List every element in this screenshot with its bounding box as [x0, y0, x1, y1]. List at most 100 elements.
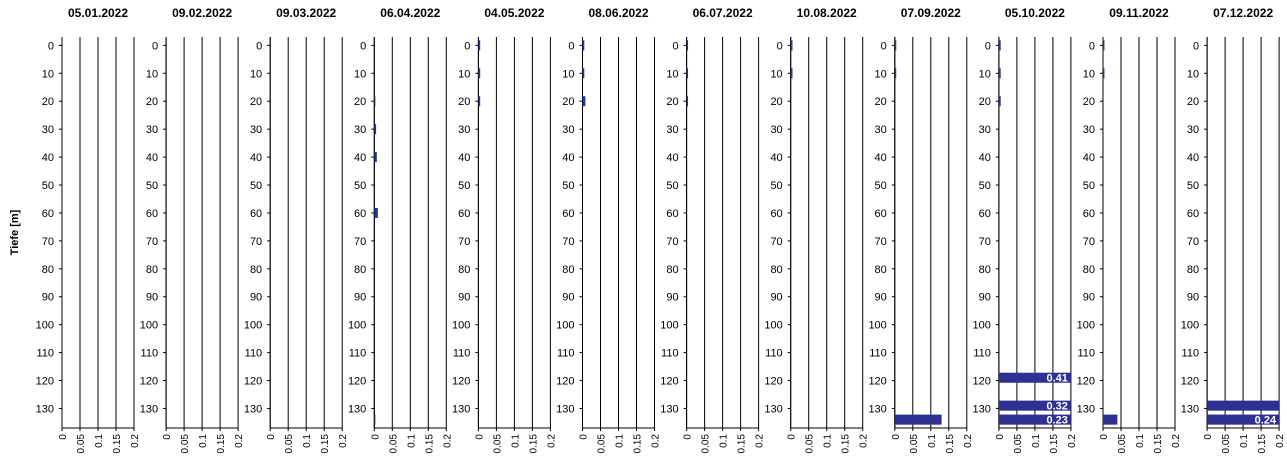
y-tick-label: 20 — [1083, 96, 1095, 108]
y-tick-label: 60 — [354, 208, 366, 220]
x-tick-label: 0.15 — [737, 434, 748, 454]
y-tick-label: 60 — [458, 208, 470, 220]
y-tick-label: 120 — [1077, 376, 1095, 388]
y-tick-label: 90 — [146, 292, 158, 304]
bars — [1103, 40, 1118, 425]
bar — [478, 68, 481, 79]
y-tick-label: 90 — [666, 292, 678, 304]
y-tick-label: 90 — [458, 292, 470, 304]
y-tick-label: 110 — [765, 348, 783, 360]
x-tick-label: 0.15 — [945, 434, 956, 454]
x-tick-label: 0 — [1203, 434, 1214, 440]
x-tick-label: 0.1 — [1031, 434, 1042, 448]
y-tick-label: 110 — [1182, 348, 1200, 360]
x-tick-label: 0 — [162, 434, 173, 440]
y-tick-label: 0 — [464, 40, 470, 52]
y-tick-label: 100 — [764, 320, 782, 332]
bar — [1103, 414, 1118, 425]
y-tick-label: 70 — [1083, 236, 1095, 248]
y-tick-label: 70 — [42, 236, 54, 248]
y-tick-label: 80 — [354, 264, 366, 276]
y-tick-label: 0 — [672, 40, 678, 52]
x-tick-label: 0.2 — [859, 434, 870, 448]
y-tick-label: 130 — [868, 403, 886, 415]
bar — [686, 40, 689, 51]
y-tick-label: 50 — [146, 180, 158, 192]
x-tick-label: 0.1 — [510, 434, 521, 448]
value-label: 0.24 — [1255, 415, 1277, 427]
y-tick-label: 20 — [1187, 96, 1199, 108]
y-tick-label: 40 — [146, 152, 158, 164]
x-tick-label: 0.1 — [198, 434, 209, 448]
x-tick-label: 0.15 — [841, 434, 852, 454]
value-label: 0.32 — [1046, 401, 1067, 413]
y-tick-label: 100 — [452, 320, 470, 332]
y-tick-label: 130 — [764, 403, 782, 415]
y-tick-label: 40 — [1187, 152, 1199, 164]
y-tick-label: 130 — [556, 403, 574, 415]
y-tick-label: 10 — [1083, 68, 1095, 80]
bar — [998, 68, 1001, 79]
x-tick-label: 0.2 — [338, 434, 349, 448]
panel: 06.07.2022 0 0.05 0.1 0.15 0.2 0 10 20 30 40 50 60 70… — [660, 6, 765, 453]
y-tick-label: 50 — [979, 180, 991, 192]
y-tick-label: 100 — [1077, 320, 1095, 332]
y-tick-label: 60 — [1083, 208, 1095, 220]
y-tick-label: 130 — [244, 403, 262, 415]
y-tick-label: 70 — [770, 236, 782, 248]
y-tick-label: 120 — [36, 376, 54, 388]
y-tick-label: 20 — [666, 96, 678, 108]
y-tick-label: 80 — [250, 264, 262, 276]
bar — [582, 40, 585, 51]
y-tick-label: 30 — [770, 124, 782, 136]
y-tick-label: 50 — [1083, 180, 1095, 192]
x-tick-label: 0 — [474, 434, 485, 440]
bar — [998, 40, 1001, 51]
bar — [894, 40, 897, 51]
bar — [582, 68, 585, 79]
y-tick-label: 130 — [452, 403, 470, 415]
x-tick-label: 0.05 — [76, 434, 87, 454]
x-tick-label: 0.15 — [1153, 434, 1164, 454]
x-tick-label: 0.2 — [130, 434, 141, 448]
y-tick-label: 80 — [1187, 264, 1199, 276]
y-tick-label: 130 — [660, 403, 678, 415]
x-tick-label: 0 — [1099, 434, 1110, 440]
y-tick-label: 80 — [42, 264, 54, 276]
bars — [374, 96, 378, 425]
bar — [374, 96, 376, 107]
panel-title: 05.01.2022 — [68, 6, 128, 20]
y-tick-label: 110 — [1077, 348, 1095, 360]
y-tick-label: 60 — [875, 208, 887, 220]
bar — [374, 207, 378, 218]
bar — [1103, 40, 1105, 51]
y-tick-label: 70 — [562, 236, 574, 248]
y-tick-label: 10 — [458, 68, 470, 80]
y-tick-label: 80 — [770, 264, 782, 276]
y-tick-label: 80 — [458, 264, 470, 276]
y-tick-label: 100 — [868, 320, 886, 332]
y-tick-label: 110 — [36, 348, 54, 360]
panel: 09.11.2022 0 0.05 0.1 0.15 0.2 0 10 20 30 40 50 60 70… — [1077, 6, 1182, 453]
y-tick-label: 20 — [770, 96, 782, 108]
y-tick-label: 50 — [250, 180, 262, 192]
y-tick-label: 0 — [1193, 40, 1199, 52]
y-tick-label: 20 — [458, 96, 470, 108]
y-tick-label: 110 — [557, 348, 575, 360]
x-tick-label: 0.15 — [112, 434, 123, 454]
x-tick-label: 0.05 — [805, 434, 816, 454]
y-tick-label: 10 — [562, 68, 574, 80]
y-tick-label: 40 — [770, 152, 782, 164]
y-tick-label: 90 — [875, 292, 887, 304]
y-tick-label: 120 — [244, 376, 262, 388]
y-tick-label: 120 — [660, 376, 678, 388]
y-tick-label: 110 — [349, 348, 367, 360]
panel: 09.02.2022 0 0.05 0.1 0.15 0.2 0 10 20 30 40 50 60 70… — [140, 6, 245, 453]
y-tick-label: 60 — [562, 208, 574, 220]
bar — [998, 414, 1071, 425]
bar — [998, 400, 1071, 411]
bars — [582, 40, 586, 107]
y-tick-label: 50 — [770, 180, 782, 192]
y-tick-label: 30 — [1187, 124, 1199, 136]
